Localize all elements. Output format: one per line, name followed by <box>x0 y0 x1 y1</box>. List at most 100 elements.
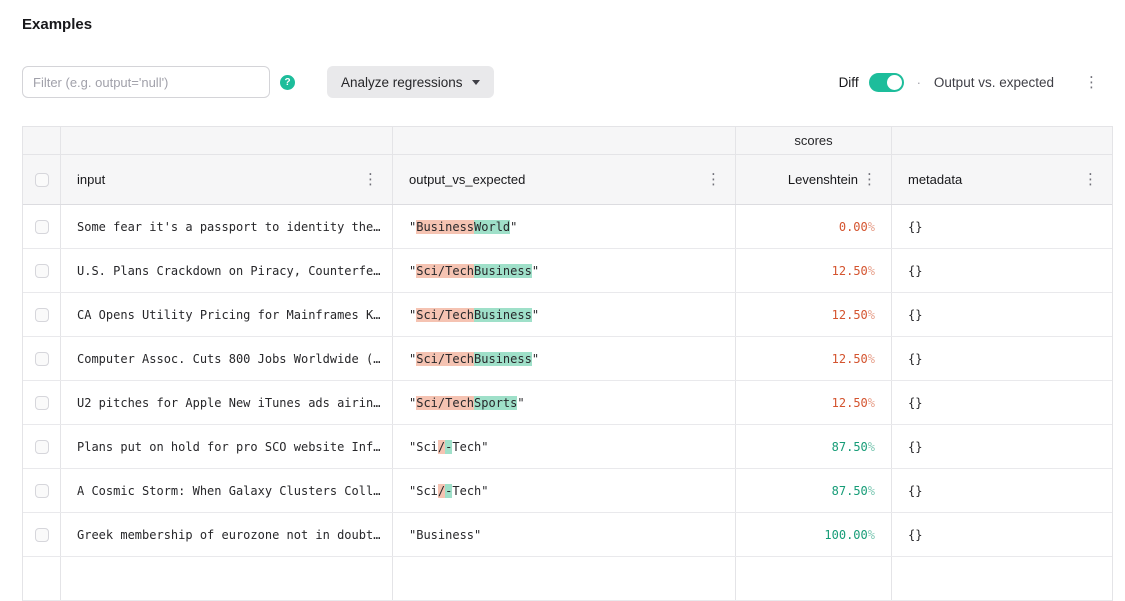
select-all-checkbox[interactable] <box>35 173 49 187</box>
cell-output-vs-expected: "Sci/TechSports" <box>393 381 736 424</box>
cell-levenshtein-score: 87.50% <box>736 425 892 468</box>
metadata-text: {} <box>908 440 922 454</box>
score-value: 87.50% <box>832 484 875 498</box>
cell-checkbox <box>23 381 61 424</box>
toolbar-left: ? Analyze regressions <box>22 66 839 98</box>
column-menu-icon[interactable]: ⋮ <box>702 170 725 189</box>
metadata-text: {} <box>908 308 922 322</box>
cell-metadata: {} <box>892 425 1112 468</box>
diff-toggle-knob <box>887 75 902 90</box>
cell-input: Greek membership of eurozone not in doub… <box>61 513 393 556</box>
cell-levenshtein-score: 12.50% <box>736 381 892 424</box>
filter-input[interactable] <box>22 66 270 98</box>
group-cell-empty <box>892 127 1112 154</box>
cell-levenshtein-score: 12.50% <box>736 249 892 292</box>
cell-metadata: {} <box>892 513 1112 556</box>
table-row[interactable] <box>23 557 1112 601</box>
cell-checkbox <box>23 557 61 600</box>
row-checkbox[interactable] <box>35 264 49 278</box>
cell-input: A Cosmic Storm: When Galaxy Clusters Col… <box>61 469 393 512</box>
more-options-icon[interactable]: ⋮ <box>1080 73 1103 92</box>
output-diff-text: "Sci/-Tech" <box>409 484 489 498</box>
help-icon[interactable]: ? <box>280 75 295 90</box>
cell-checkbox <box>23 425 61 468</box>
metadata-text: {} <box>908 352 922 366</box>
cell-metadata: {} <box>892 337 1112 380</box>
column-label-output-vs-expected: output_vs_expected <box>409 172 702 187</box>
score-value: 12.50% <box>832 396 875 410</box>
table-row[interactable]: Some fear it's a passport to identity th… <box>23 205 1112 249</box>
output-diff-text: "BusinessWorld" <box>409 220 517 234</box>
cell-input <box>61 557 393 600</box>
header-cell-metadata: metadata ⋮ <box>892 155 1112 204</box>
cell-levenshtein-score: 0.00% <box>736 205 892 248</box>
table-row[interactable]: CA Opens Utility Pricing for Mainframes … <box>23 293 1112 337</box>
table-row[interactable]: Greek membership of eurozone not in doub… <box>23 513 1112 557</box>
column-menu-icon[interactable]: ⋮ <box>858 170 881 189</box>
cell-checkbox <box>23 513 61 556</box>
cell-checkbox <box>23 337 61 380</box>
group-cell-empty <box>61 127 393 154</box>
dot-separator: · <box>917 75 921 90</box>
cell-output-vs-expected: "Sci/TechBusiness" <box>393 293 736 336</box>
column-menu-icon[interactable]: ⋮ <box>359 170 382 189</box>
cell-levenshtein-score: 12.50% <box>736 293 892 336</box>
input-text: Computer Assoc. Cuts 800 Jobs Worldwide … <box>77 352 380 366</box>
table-row[interactable]: U.S. Plans Crackdown on Piracy, Counterf… <box>23 249 1112 293</box>
cell-input: U2 pitches for Apple New iTunes ads airi… <box>61 381 393 424</box>
cell-metadata: {} <box>892 293 1112 336</box>
cell-metadata: {} <box>892 205 1112 248</box>
cell-output-vs-expected: "Business" <box>393 513 736 556</box>
cell-input: Plans put on hold for pro SCO website In… <box>61 425 393 468</box>
row-checkbox[interactable] <box>35 396 49 410</box>
output-diff-text: "Sci/-Tech" <box>409 440 489 454</box>
header-cell-input: input ⋮ <box>61 155 393 204</box>
column-menu-icon[interactable]: ⋮ <box>1079 170 1102 189</box>
group-cell-empty <box>23 127 61 154</box>
table-row[interactable]: U2 pitches for Apple New iTunes ads airi… <box>23 381 1112 425</box>
table-row[interactable]: A Cosmic Storm: When Galaxy Clusters Col… <box>23 469 1112 513</box>
row-checkbox[interactable] <box>35 528 49 542</box>
cell-output-vs-expected: "Sci/-Tech" <box>393 425 736 468</box>
toolbar: ? Analyze regressions Diff · Output vs. … <box>22 66 1103 98</box>
cell-output-vs-expected: "Sci/TechBusiness" <box>393 249 736 292</box>
cell-checkbox <box>23 205 61 248</box>
column-label-metadata: metadata <box>908 172 1079 187</box>
row-checkbox[interactable] <box>35 220 49 234</box>
cell-levenshtein-score <box>736 557 892 600</box>
score-value: 100.00% <box>824 528 875 542</box>
metadata-text: {} <box>908 484 922 498</box>
output-diff-text: "Business" <box>409 528 481 542</box>
toolbar-right: Diff · Output vs. expected ⋮ <box>839 73 1103 92</box>
cell-checkbox <box>23 249 61 292</box>
row-checkbox[interactable] <box>35 440 49 454</box>
cell-metadata: {} <box>892 249 1112 292</box>
cell-metadata: {} <box>892 469 1112 512</box>
analyze-regressions-button[interactable]: Analyze regressions <box>327 66 494 98</box>
score-value: 87.50% <box>832 440 875 454</box>
cell-output-vs-expected: "BusinessWorld" <box>393 205 736 248</box>
cell-metadata: {} <box>892 381 1112 424</box>
cell-levenshtein-score: 100.00% <box>736 513 892 556</box>
group-cell-empty <box>393 127 736 154</box>
header-cell-output-vs-expected: output_vs_expected ⋮ <box>393 155 736 204</box>
output-diff-text: "Sci/TechBusiness" <box>409 264 539 278</box>
input-text: A Cosmic Storm: When Galaxy Clusters Col… <box>77 484 380 498</box>
row-checkbox[interactable] <box>35 308 49 322</box>
row-checkbox[interactable] <box>35 484 49 498</box>
header-cell-checkbox <box>23 155 61 204</box>
cell-input: Some fear it's a passport to identity th… <box>61 205 393 248</box>
cell-output-vs-expected <box>393 557 736 600</box>
table-row[interactable]: Plans put on hold for pro SCO website In… <box>23 425 1112 469</box>
output-diff-text: "Sci/TechSports" <box>409 396 525 410</box>
output-diff-text: "Sci/TechBusiness" <box>409 352 539 366</box>
cell-checkbox <box>23 293 61 336</box>
row-checkbox[interactable] <box>35 352 49 366</box>
input-text: U.S. Plans Crackdown on Piracy, Counterf… <box>77 264 380 278</box>
score-value: 12.50% <box>832 264 875 278</box>
cell-input: CA Opens Utility Pricing for Mainframes … <box>61 293 393 336</box>
table-row[interactable]: Computer Assoc. Cuts 800 Jobs Worldwide … <box>23 337 1112 381</box>
input-text: Plans put on hold for pro SCO website In… <box>77 440 380 454</box>
input-text: U2 pitches for Apple New iTunes ads airi… <box>77 396 380 410</box>
diff-toggle[interactable] <box>869 73 904 92</box>
